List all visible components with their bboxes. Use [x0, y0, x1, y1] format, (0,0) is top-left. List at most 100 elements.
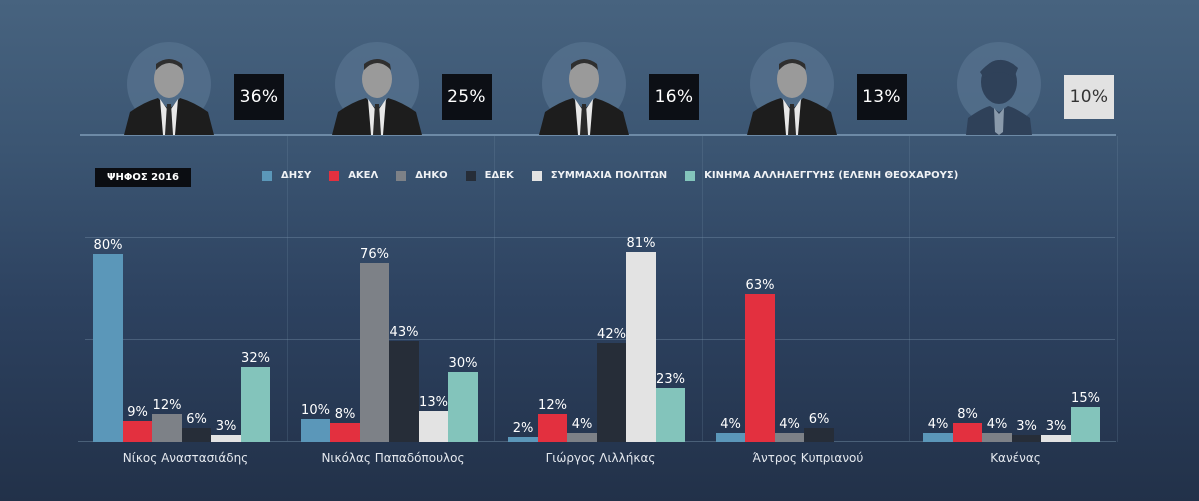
- legend-swatch: [262, 170, 272, 181]
- bar-group: 4% 8% 4% 3% 3% 15%: [912, 136, 1119, 442]
- bar-value-label: 12%: [152, 397, 182, 413]
- year-badge: ΨΗΦΟΣ 2016: [95, 168, 191, 187]
- bar: [952, 423, 982, 442]
- legend-label: ΔΗΚΟ: [415, 170, 448, 181]
- bar: [508, 437, 538, 442]
- bar-value-label: 3%: [215, 418, 237, 434]
- bar-value-label: 6%: [808, 411, 830, 427]
- bar: [567, 432, 597, 442]
- bar: [626, 251, 656, 442]
- legend-swatch: [465, 170, 476, 181]
- group-separator: [701, 136, 703, 442]
- bar-value-label: 3%: [1045, 418, 1067, 434]
- candidate-photo: [539, 52, 629, 135]
- legend-label: ΑΚΕΛ: [348, 170, 379, 181]
- legend-item: ΚΙΝΗΜΑ ΑΛΛΗΛΕΓΓΥΗΣ (ΕΛΕΝΗ ΘΕΟΧΑΡΟΥΣ): [685, 170, 958, 181]
- bar: [152, 413, 182, 442]
- candidate-share: 13%: [856, 74, 907, 120]
- bar: [923, 432, 953, 442]
- candidate-card: 36%: [82, 42, 289, 135]
- bar-group: 4% 63% 4% 6%: [705, 136, 912, 442]
- candidate-card: 25%: [290, 42, 497, 135]
- legend-swatch: [685, 170, 696, 181]
- legend-swatch: [396, 170, 407, 181]
- bar: [181, 427, 211, 442]
- candidate-photo: [331, 52, 422, 135]
- gridline: [85, 339, 1115, 340]
- category-label: Νικόλας Παπαδόπουλος: [321, 451, 465, 465]
- candidate-share: 25%: [441, 74, 492, 120]
- legend-item: ΣΥΜΜΑΧΙΑ ΠΟΛΙΤΩΝ: [531, 170, 667, 181]
- bar: [122, 420, 152, 442]
- bar-value-label: 4%: [720, 416, 741, 432]
- bar: [93, 254, 123, 442]
- bar: [240, 366, 270, 442]
- group-separator: [494, 136, 495, 442]
- bar: [1070, 406, 1100, 442]
- bar-value-label: 2%: [512, 421, 534, 437]
- header-divider: [80, 134, 1116, 136]
- bar-value-label: 3%: [1016, 418, 1037, 434]
- bar: [715, 432, 745, 442]
- category-label: Άντρος Κυπριανού: [752, 451, 864, 465]
- bar-value-label: 80%: [93, 238, 123, 253]
- legend-label: ΕΔΕΚ: [484, 170, 514, 181]
- legend-item: ΑΚΕΛ: [329, 170, 378, 181]
- legend-label: ΔΗΣΥ: [281, 170, 312, 181]
- group-separator: [909, 136, 910, 442]
- bar-value-label: 4%: [986, 416, 1008, 432]
- silhouette-icon: [954, 52, 1044, 135]
- group-separator: [1116, 136, 1118, 442]
- bar: [330, 423, 360, 442]
- bar: [389, 340, 419, 442]
- bar: [448, 371, 478, 442]
- bar-value-label: 8%: [334, 407, 356, 423]
- candidate-share: 10%: [1064, 75, 1114, 119]
- bar-value-label: 4%: [927, 416, 949, 432]
- bar-value-label: 9%: [127, 404, 148, 420]
- bar: [537, 413, 567, 442]
- bar: [774, 432, 804, 442]
- bar-value-label: 63%: [745, 277, 775, 293]
- bar-group: 2% 12% 4% 42% 81% 23%: [497, 136, 704, 442]
- bar: [982, 432, 1012, 442]
- legend-label: ΚΙΝΗΜΑ ΑΛΛΗΛΕΓΓΥΗΣ (ΕΛΕΝΗ ΘΕΟΧΑΡΟΥΣ): [704, 170, 959, 181]
- bar-value-label: 8%: [957, 407, 978, 423]
- bar: [1041, 434, 1071, 442]
- candidate-photo: [746, 52, 837, 135]
- candidate-card: 13%: [705, 42, 912, 135]
- bar: [359, 263, 389, 442]
- bar-value-label: 81%: [626, 235, 656, 251]
- bar-value-label: 32%: [241, 350, 270, 366]
- legend-item: ΔΗΣΥ: [262, 170, 311, 181]
- category-label: Νίκος Αναστασιάδης: [122, 451, 249, 465]
- candidate-share: 36%: [234, 74, 284, 120]
- legend-swatch: [329, 170, 340, 181]
- bar-value-label: 23%: [656, 371, 685, 387]
- group-separator: [286, 136, 288, 442]
- bar: [745, 293, 775, 442]
- bar: [300, 418, 330, 442]
- bar: [804, 427, 834, 442]
- gridline: [85, 237, 1115, 238]
- bar: [655, 387, 685, 442]
- bar: [418, 411, 448, 442]
- bar-value-label: 43%: [389, 324, 419, 340]
- bar: [1011, 434, 1041, 442]
- candidate-share: 16%: [649, 74, 699, 120]
- category-label: Γιώργος Λιλλήκας: [545, 451, 656, 465]
- bar-value-label: 10%: [301, 402, 330, 418]
- candidate-card: 16%: [497, 42, 704, 135]
- bar-value-label: 4%: [779, 416, 800, 432]
- bar-value-label: 30%: [448, 355, 478, 371]
- chart-legend: ΔΗΣΥ ΑΚΕΛ ΔΗΚΟ ΕΔΕΚ ΣΥΜΜΑΧΙΑ ΠΟΛΙΤΩΝ ΚΙΝΗΜΑ Α…: [262, 170, 976, 181]
- bar-value-label: 13%: [419, 395, 448, 411]
- bar-value-label: 6%: [186, 411, 207, 427]
- bar-group: 80% 9% 12% 6% 3% 32%: [82, 136, 289, 442]
- legend-item: ΕΔΕΚ: [465, 170, 514, 181]
- legend-swatch: [531, 170, 542, 181]
- bar: [596, 343, 626, 442]
- category-label: Κανένας: [990, 451, 1041, 465]
- candidate-photo: [124, 52, 214, 135]
- bar-value-label: 12%: [538, 397, 567, 413]
